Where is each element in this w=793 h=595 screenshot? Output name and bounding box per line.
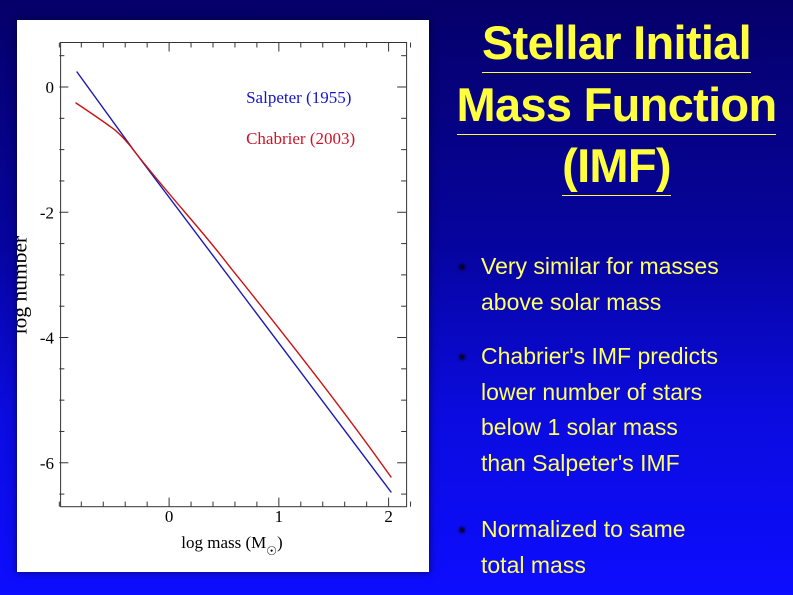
svg-text:-4: -4 (40, 329, 55, 348)
svg-text:0: 0 (165, 507, 174, 526)
svg-text:-6: -6 (40, 454, 54, 473)
svg-text:Salpeter (1955): Salpeter (1955) (246, 88, 351, 107)
svg-text:log mass (M☉): log mass (M☉) (181, 533, 282, 558)
svg-text:log number: log number (17, 236, 32, 335)
svg-text:0: 0 (46, 78, 55, 97)
svg-text:1: 1 (275, 507, 284, 526)
svg-text:Chabrier (2003): Chabrier (2003) (246, 129, 355, 148)
svg-text:-2: -2 (40, 203, 54, 222)
svg-text:2: 2 (384, 507, 393, 526)
